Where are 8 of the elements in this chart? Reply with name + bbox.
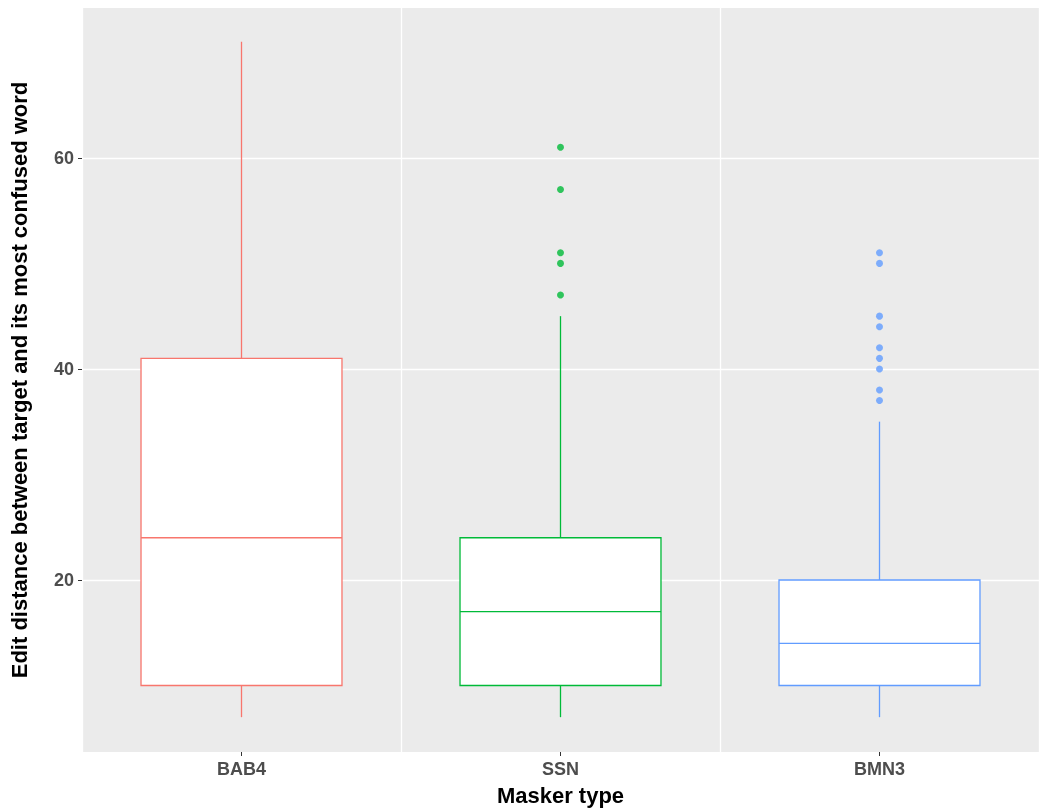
x-tick-label: BMN3 <box>853 759 906 779</box>
x-axis-title: Masker type <box>496 782 625 808</box>
x-tick-label: SSN <box>541 759 580 779</box>
y-tick-label: 20 <box>53 569 74 590</box>
y-tick-label: 40 <box>53 358 74 379</box>
y-axis-title: Edit distance between target and its most confused word <box>6 81 32 679</box>
x-tick-label: BAB4 <box>216 759 267 779</box>
y-tick-label: 60 <box>53 147 74 168</box>
